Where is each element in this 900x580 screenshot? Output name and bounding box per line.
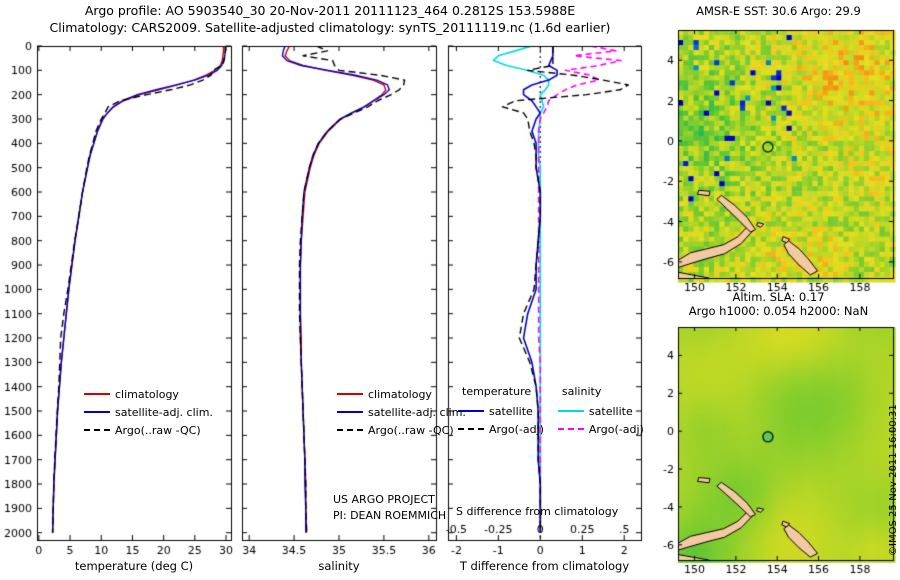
figure-title-line2: Climatology: CARS2009. Satellite-adjuste…	[49, 20, 611, 35]
legend-item-satellite: satellite-adj. clim.	[337, 403, 466, 421]
t-difference-axis-label: T difference from climatology	[459, 559, 630, 573]
legend-item-s-argo: Argo(-adj)	[557, 420, 644, 438]
sla-map-title-line1: Altim. SLA: 0.17	[732, 290, 825, 304]
legend-label: climatology	[115, 387, 179, 401]
legend-label: satellite	[588, 404, 633, 418]
project-note-line1: US ARGO PROJECT	[333, 493, 435, 506]
s-difference-axis-label: S difference from climatology	[456, 505, 619, 518]
legend-label: climatology	[368, 387, 432, 401]
argo-line-swatch	[84, 429, 110, 431]
argo-line-swatch	[557, 428, 584, 430]
climatology-line-swatch	[337, 393, 363, 395]
salinity-legend: climatology satellite-adj. clim. Argo(..…	[337, 385, 466, 439]
satellite-line-swatch	[458, 410, 484, 412]
legend-header-salinity: salinity	[561, 385, 602, 398]
temperature-legend: climatology satellite-adj. clim. Argo(..…	[84, 385, 213, 439]
difference-legend-salinity-column: salinity satellite Argo(-adj)	[557, 385, 644, 438]
legend-item-t-satellite: satellite	[458, 402, 544, 420]
legend-label: satellite	[489, 404, 533, 418]
project-note-line2: PI: DEAN ROEMMICH	[333, 509, 447, 522]
legend-item-satellite: satellite-adj. clim.	[84, 403, 213, 421]
satellite-line-swatch	[557, 410, 584, 412]
legend-header-temperature: temperature	[462, 385, 532, 398]
figure-title-line1: Argo profile: AO 5903540_30 20-Nov-2011 …	[84, 3, 576, 18]
argo-line-swatch	[458, 428, 484, 430]
difference-legend: temperature satellite Argo(-adj) salinit…	[458, 385, 644, 438]
salinity-axis-label: salinity	[318, 559, 360, 573]
sla-map-title-line2: Argo h1000: 0.054 h2000: NaN	[688, 304, 869, 318]
legend-item-argo: Argo(..raw -QC)	[84, 421, 213, 439]
legend-label: Argo(-adj)	[588, 422, 644, 436]
difference-legend-temperature-column: temperature satellite Argo(-adj)	[458, 385, 544, 438]
legend-item-climatology: climatology	[84, 385, 213, 403]
legend-label: Argo(..raw -QC)	[368, 423, 454, 437]
legend-item-s-satellite: satellite	[557, 402, 644, 420]
satellite-line-swatch	[337, 411, 363, 413]
sst-map-title: AMSR-E SST: 30.6 Argo: 29.9	[696, 4, 861, 18]
argo-line-swatch	[337, 429, 363, 431]
legend-item-climatology: climatology	[337, 385, 466, 403]
legend-label: satellite-adj. clim.	[368, 405, 466, 419]
legend-label: satellite-adj. clim.	[115, 405, 213, 419]
legend-item-argo: Argo(..raw -QC)	[337, 421, 466, 439]
satellite-line-swatch	[84, 411, 110, 413]
copyright-timestamp: ©IMOS 25-Nov-2011 16:00:31	[888, 404, 899, 556]
legend-label: Argo(..raw -QC)	[115, 423, 201, 437]
climatology-line-swatch	[84, 393, 110, 395]
temperature-axis-label: temperature (deg C)	[74, 559, 194, 573]
legend-item-t-argo: Argo(-adj)	[458, 420, 544, 438]
legend-label: Argo(-adj)	[489, 422, 544, 436]
